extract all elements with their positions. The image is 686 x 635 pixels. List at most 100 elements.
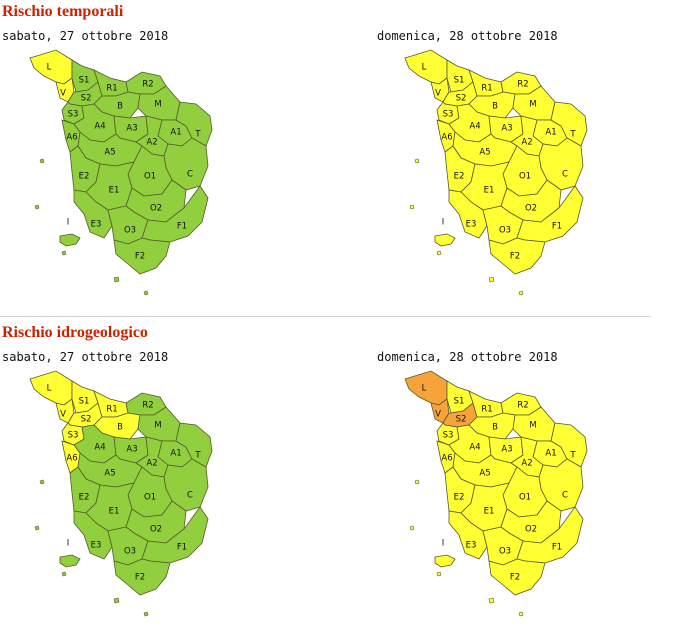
zone-label-o3: O3 [499,226,511,236]
zone-label-f2: F2 [135,252,145,262]
zone-label-a6: A6 [66,454,77,464]
zone-label-e3: E3 [466,220,477,230]
zone-f2 [488,237,546,275]
zone-label-e1: E1 [109,186,120,196]
zone-i [59,554,81,568]
zone-label-l: L [422,384,427,394]
zone-label-s2: S2 [456,94,467,104]
zone-label-a6: A6 [441,454,452,464]
zone-label-o1: O1 [144,172,156,182]
zone-label-v: V [60,410,66,420]
island-3 [436,571,442,577]
zone-label-i: I [67,218,70,228]
island-3 [436,250,442,256]
zone-label-e3: E3 [466,541,477,551]
zone-label-c: C [187,170,193,180]
island-1 [39,479,45,485]
zone-label-f2: F2 [510,573,520,583]
zone-i [434,554,456,568]
zone-label-b: B [492,102,498,112]
zone-label-l: L [422,63,427,73]
island-2 [409,525,415,531]
zone-label-a1: A1 [170,128,181,138]
zone-label-o3: O3 [499,547,511,557]
zone-label-e2: E2 [454,172,465,182]
zone-e3 [448,510,488,560]
zone-label-o2: O2 [525,204,537,214]
zone-label-a3: A3 [501,445,512,455]
zone-label-e2: E2 [79,172,90,182]
zone-e3 [73,189,113,239]
zone-i [59,233,81,247]
zone-i [434,233,456,247]
zone-label-r2: R2 [517,401,528,411]
zone-label-r1: R1 [481,84,492,94]
island-4 [113,276,120,283]
zone-label-a6: A6 [441,133,452,143]
zone-label-v: V [435,410,441,420]
zone-label-a5: A5 [104,469,115,479]
zone-label-v: V [60,89,66,99]
zone-label-i: I [442,218,445,228]
zone-label-a6: A6 [66,133,77,143]
zone-label-a1: A1 [545,128,556,138]
zone-label-e1: E1 [484,186,495,196]
zone-label-e2: E2 [79,493,90,503]
island-3 [61,571,67,577]
zone-f2 [113,237,171,275]
zone-label-a4: A4 [469,122,480,132]
island-5 [518,611,524,617]
island-4 [113,597,120,604]
zone-label-o1: O1 [519,172,531,182]
island-2 [34,525,40,531]
island-1 [414,158,420,164]
zone-label-i: I [442,539,445,549]
date-label: domenica, 28 ottobre 2018 [377,29,558,43]
zone-label-s2: S2 [456,415,467,425]
zone-label-a5: A5 [479,148,490,158]
zone-label-s1: S1 [79,397,90,407]
zone-label-o2: O2 [150,204,162,214]
island-5 [143,290,149,296]
zone-label-o2: O2 [150,525,162,535]
zone-label-b: B [117,423,123,433]
zone-e3 [448,189,488,239]
zone-label-a1: A1 [170,449,181,459]
section-divider [0,316,651,317]
island-1 [39,158,45,164]
zone-label-r2: R2 [142,401,153,411]
zone-label-a1: A1 [545,449,556,459]
zone-label-s1: S1 [454,397,465,407]
zone-label-a4: A4 [94,122,105,132]
zone-label-f2: F2 [510,252,520,262]
island-5 [143,611,149,617]
zone-label-m: M [154,421,161,431]
zone-label-b: B [117,102,123,112]
date-label: sabato, 27 ottobre 2018 [2,350,169,364]
zone-label-c: C [562,170,568,180]
zone-label-f1: F1 [177,222,187,232]
zone-label-t: T [569,451,576,461]
zone-f2 [488,558,546,596]
zone-label-e3: E3 [91,541,102,551]
island-2 [34,204,40,210]
zone-label-c: C [562,491,568,501]
zone-label-e2: E2 [454,493,465,503]
zone-label-e1: E1 [484,507,495,517]
zone-label-r1: R1 [481,405,492,415]
zone-label-o3: O3 [124,226,136,236]
section-title-idrogeologico: Rischio idrogeologico [2,324,148,341]
zone-label-o1: O1 [144,493,156,503]
zone-f2 [113,558,171,596]
zone-label-s3: S3 [443,431,454,441]
zone-label-v: V [435,89,441,99]
zone-label-r1: R1 [106,405,117,415]
zone-label-a3: A3 [126,124,137,134]
zone-label-m: M [529,100,536,110]
zone-label-a5: A5 [104,148,115,158]
zone-label-a2: A2 [146,459,157,469]
section-title-temporali: Rischio temporali [2,3,124,20]
zone-label-r2: R2 [517,80,528,90]
